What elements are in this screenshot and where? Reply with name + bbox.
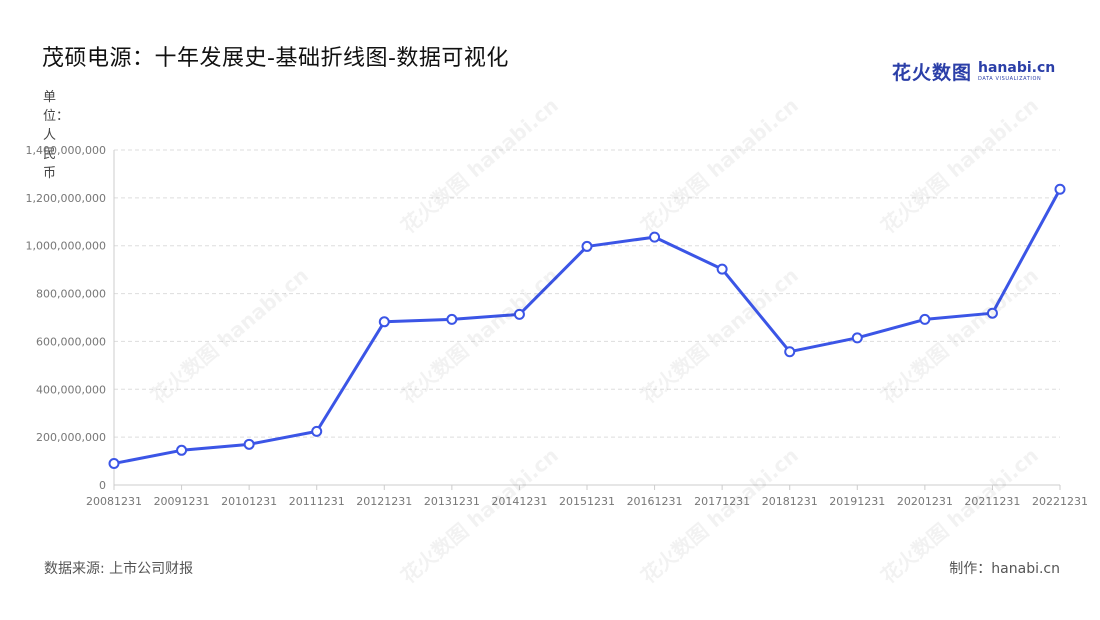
y-tick-label: 200,000,000 (36, 431, 106, 444)
data-point[interactable] (243, 438, 255, 450)
x-tick-label: 20081231 (86, 495, 142, 508)
data-point[interactable] (919, 313, 931, 325)
y-tick-label: 800,000,000 (36, 288, 106, 301)
data-point[interactable] (513, 308, 525, 320)
data-point[interactable] (108, 457, 120, 469)
x-tick-label: 20171231 (694, 495, 750, 508)
x-tick-label: 20201231 (897, 495, 953, 508)
series-line (113, 188, 1062, 465)
y-tick-label: 1,000,000,000 (26, 240, 106, 253)
x-tick-label: 20131231 (424, 495, 480, 508)
data-point[interactable] (716, 263, 728, 275)
data-source: 数据来源: 上市公司财报 (44, 561, 194, 577)
series (108, 183, 1066, 469)
data-point[interactable] (311, 425, 323, 437)
x-tick-label: 20161231 (627, 495, 683, 508)
x-tick-label: 20221231 (1032, 495, 1088, 508)
x-tick-label: 20191231 (829, 495, 885, 508)
tick-labels: 0 200,000,000 400,000,000 600,000,000 800,00… (26, 144, 1088, 508)
data-point[interactable] (446, 313, 458, 325)
y-tick-label: 1,200,000,000 (26, 192, 106, 205)
x-tick-label: 20091231 (154, 495, 210, 508)
x-tick-label: 20151231 (559, 495, 615, 508)
data-point[interactable] (581, 240, 593, 252)
y-tick-label: 1,400,000,000 (26, 144, 106, 157)
x-tick-label: 20121231 (356, 495, 412, 508)
logo-mark: 花火数图 (892, 62, 973, 84)
data-point[interactable] (851, 332, 863, 344)
x-tick-label: 20141231 (491, 495, 547, 508)
grid-lines (114, 149, 1060, 438)
logo-text: hanabi.cn DATA VISUALIZATION (978, 61, 1055, 82)
data-point[interactable] (784, 346, 796, 358)
x-tick-label: 20181231 (762, 495, 818, 508)
x-tick-label: 20211231 (964, 495, 1020, 508)
y-tick-label: 400,000,000 (36, 383, 106, 396)
axes (113, 150, 1061, 490)
data-point[interactable] (1054, 183, 1066, 195)
data-point[interactable] (649, 231, 661, 243)
brand-logo: 花火数图 hanabi.cn DATA VISUALIZATION (892, 58, 1055, 85)
made-by: 制作：hanabi.cn (949, 561, 1060, 577)
logo-name: hanabi.cn (978, 60, 1056, 76)
data-point[interactable] (378, 316, 390, 328)
y-tick-label: 600,000,000 (36, 335, 106, 348)
x-tick-label: 20101231 (221, 495, 277, 508)
x-tick-label: 20111231 (289, 495, 345, 508)
data-point[interactable] (986, 307, 998, 319)
logo-tagline: DATA VISUALIZATION (978, 76, 1042, 82)
chart-title: 茂硕电源：十年发展史-基础折线图-数据可视化 (42, 46, 509, 71)
data-point[interactable] (176, 444, 188, 456)
y-tick-label: 0 (99, 479, 106, 492)
